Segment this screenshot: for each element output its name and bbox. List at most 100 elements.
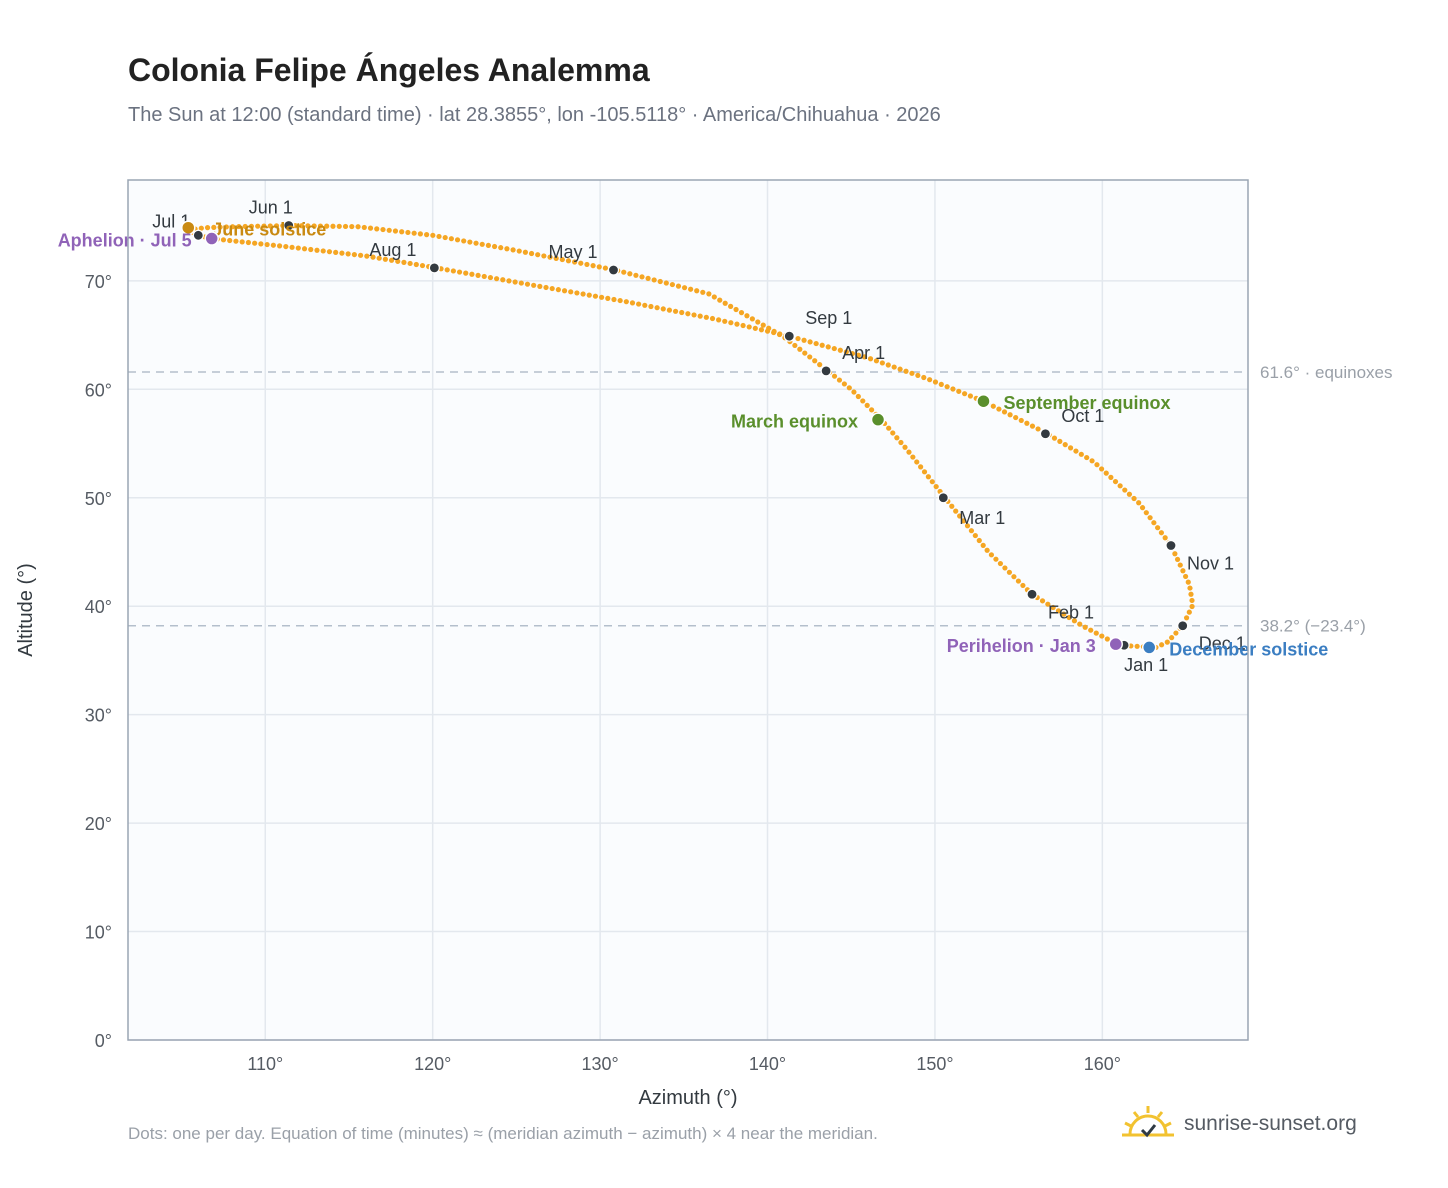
daily-dot xyxy=(1007,412,1013,418)
daily-dot xyxy=(299,223,305,229)
daily-dot xyxy=(716,317,722,323)
x-tick-label: 160° xyxy=(1084,1054,1121,1074)
daily-dot xyxy=(1159,642,1165,648)
daily-dot xyxy=(510,247,516,253)
daily-dot xyxy=(255,223,261,229)
daily-dot xyxy=(450,268,456,274)
daily-dot xyxy=(663,280,669,286)
daily-dot xyxy=(541,253,547,259)
daily-dot xyxy=(1180,568,1186,574)
daily-dot xyxy=(1073,448,1079,454)
event-marker xyxy=(976,393,991,409)
chart-title: Colonia Felipe Ángeles Analemma xyxy=(128,52,650,88)
month-marker xyxy=(937,492,949,504)
x-tick-label: 140° xyxy=(749,1054,786,1074)
daily-dot xyxy=(1172,551,1178,557)
daily-dot xyxy=(561,288,568,294)
daily-dot xyxy=(469,271,475,277)
daily-dot xyxy=(1143,510,1149,516)
daily-dot xyxy=(258,241,264,247)
daily-dot xyxy=(317,223,324,229)
daily-dot xyxy=(1162,535,1168,541)
daily-dot xyxy=(1001,409,1008,415)
daily-dot xyxy=(547,254,553,260)
daily-dot xyxy=(733,306,739,313)
daily-dot xyxy=(903,368,909,374)
daily-dot xyxy=(694,288,700,294)
daily-dot xyxy=(1173,630,1179,636)
daily-dot xyxy=(740,322,746,329)
daily-dot xyxy=(405,229,411,236)
daily-dot xyxy=(528,250,535,257)
daily-dot xyxy=(629,300,636,306)
daily-dot xyxy=(239,239,245,245)
daily-dot xyxy=(648,303,654,310)
daily-dot xyxy=(277,243,283,249)
daily-dot xyxy=(636,301,642,307)
month-label: Oct 1 xyxy=(1061,406,1104,426)
daily-dot xyxy=(345,251,351,257)
daily-dot xyxy=(487,274,494,281)
daily-dot xyxy=(831,373,838,379)
reference-line-label: 38.2° (−23.4°) xyxy=(1260,617,1366,636)
daily-dot xyxy=(679,309,685,316)
y-tick-label: 10° xyxy=(85,923,112,943)
daily-dot xyxy=(382,256,388,262)
daily-dot xyxy=(236,223,242,230)
daily-dot xyxy=(777,331,783,337)
month-label: Mar 1 xyxy=(959,508,1005,528)
daily-dot xyxy=(802,350,808,356)
daily-dot xyxy=(722,300,728,306)
x-axis-label: Azimuth (°) xyxy=(638,1087,737,1109)
daily-dot xyxy=(1089,458,1095,464)
daily-dot xyxy=(590,263,596,269)
event-marker xyxy=(1141,640,1157,655)
daily-dot xyxy=(836,377,843,383)
sun-logo-icon xyxy=(1122,1106,1174,1138)
daily-dot xyxy=(933,483,939,490)
daily-dot xyxy=(535,252,541,258)
daily-dot xyxy=(1108,474,1114,480)
daily-dot xyxy=(1136,500,1142,506)
brand[interactable]: sunrise-sunset.org xyxy=(1120,1104,1357,1144)
daily-dot xyxy=(217,224,223,230)
daily-dot xyxy=(910,454,916,460)
daily-dot xyxy=(413,261,419,268)
daily-dot xyxy=(738,310,745,316)
chart-subtitle: The Sun at 12:00 (standard time) · lat 2… xyxy=(128,104,941,126)
daily-dot xyxy=(599,294,605,300)
daily-dot xyxy=(797,346,803,352)
daily-dot xyxy=(988,552,995,558)
daily-dot xyxy=(956,388,962,394)
daily-dot xyxy=(330,223,336,229)
daily-dot xyxy=(749,316,755,322)
daily-dot xyxy=(1094,462,1100,468)
daily-dot xyxy=(860,398,866,404)
daily-dot xyxy=(918,464,924,470)
daily-dot xyxy=(711,294,717,300)
daily-dot xyxy=(972,532,978,539)
daily-dot xyxy=(841,381,847,387)
daily-dot xyxy=(846,385,852,391)
event-label: Aphelion · Jul 5 xyxy=(58,231,192,251)
daily-dot xyxy=(728,303,734,309)
daily-dot xyxy=(559,256,565,263)
daily-dot xyxy=(685,311,691,317)
daily-dot xyxy=(242,223,248,230)
daily-dot xyxy=(1024,420,1030,426)
month-marker xyxy=(783,330,795,342)
daily-dot xyxy=(454,237,461,243)
daily-dot xyxy=(324,223,330,229)
daily-dot xyxy=(921,374,927,381)
daily-dot xyxy=(549,285,555,292)
daily-dot xyxy=(1187,585,1193,591)
daily-dot xyxy=(621,269,627,275)
daily-dot xyxy=(336,223,342,229)
analemma-curve xyxy=(186,222,1195,651)
daily-dot xyxy=(1029,423,1036,429)
daily-dot xyxy=(949,503,955,509)
reference-lines: 61.6° · equinoxes 38.2° (−23.4°) xyxy=(128,363,1393,636)
daily-dot xyxy=(746,324,752,330)
y-tick-label: 0° xyxy=(95,1031,112,1051)
